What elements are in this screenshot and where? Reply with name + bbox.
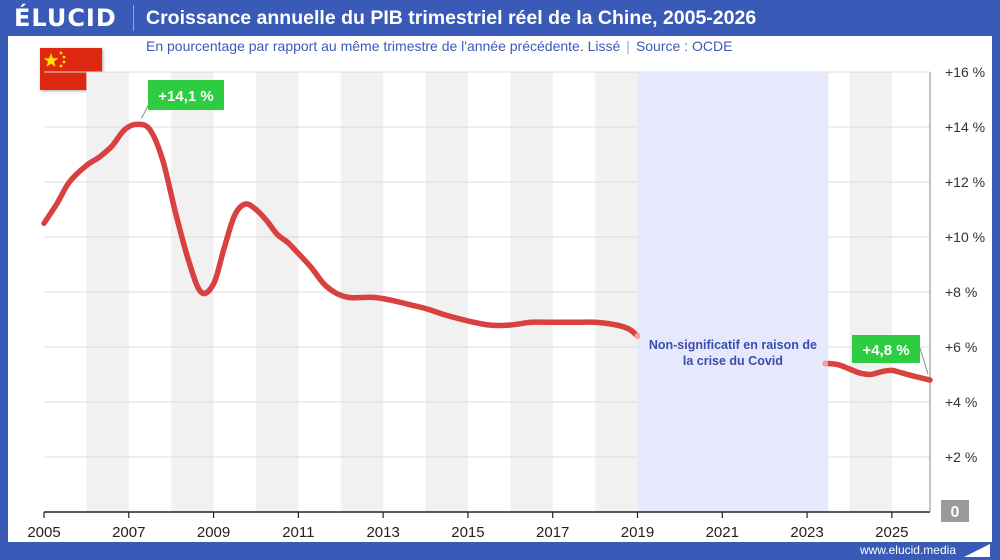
series-lines	[41, 121, 933, 383]
y-tick-label-6: +6 %	[945, 339, 977, 355]
segment-end-dot	[634, 333, 641, 339]
callout-box-peak	[148, 80, 224, 110]
header-bar: ÉLUCID Croissance annuelle du PIB trimes…	[0, 0, 1000, 36]
x-tick-label-2023: 2023	[790, 524, 823, 541]
chart-subtitle: En pourcentage par rapport au même trime…	[146, 38, 732, 54]
header-divider	[133, 5, 134, 31]
y-tick-label-12: +12 %	[945, 174, 985, 190]
callouts: +14,1 % +4,8 %	[141, 80, 929, 375]
x-tick-label-2011: 2011	[282, 524, 314, 541]
flag-small-star-4	[59, 64, 63, 68]
x-tick-label-2019: 2019	[621, 524, 654, 541]
covid-annotation-line-1: Non-significatif en raison de	[649, 338, 817, 352]
zero-badge	[941, 500, 969, 522]
callout-leader-latest	[919, 347, 929, 375]
flag-small-star-2	[62, 55, 66, 59]
x-tick-label-2025: 2025	[875, 524, 908, 541]
y-tick-label-4: +4 %	[945, 394, 977, 410]
x-tick-label-2017: 2017	[536, 524, 569, 541]
chart-title: Croissance annuelle du PIB trimestriel r…	[146, 7, 757, 29]
y-tick-label-14: +14 %	[945, 119, 985, 135]
brand-logo[interactable]: ÉLUCID	[14, 4, 117, 32]
covid-band-rect	[637, 72, 829, 512]
flag-small-star-1	[59, 51, 63, 55]
subtitle-separator: |	[626, 38, 630, 54]
y-tick-label-16: +16 %	[945, 64, 985, 80]
tick-labels: 2005 2007 2009 2011 2013 2015 2017 2019 2021 2023…	[27, 64, 985, 541]
china-flag-graphic	[43, 51, 66, 68]
y-tick-label-10: +10 %	[945, 229, 985, 245]
y-tick-label-8: +8 %	[945, 284, 977, 300]
subtitle-text: En pourcentage par rapport au même trime…	[146, 38, 621, 54]
x-tick-label-2021: 2021	[706, 524, 739, 541]
series-line-segment-2	[825, 360, 933, 383]
source-text: Source : OCDE	[635, 38, 733, 54]
callout-label-peak: +14,1 %	[158, 88, 213, 105]
flag-small-star-3	[62, 60, 66, 64]
segment-start-dot	[822, 360, 829, 367]
flag-big-star	[43, 53, 59, 67]
callout-label-latest: +4,8 %	[862, 342, 909, 359]
x-tick-label-2015: 2015	[451, 524, 484, 541]
x-tick-label-2007: 2007	[112, 524, 145, 541]
axes	[43, 72, 931, 518]
series-line-segment-1	[41, 121, 641, 339]
zero-label: 0	[951, 504, 960, 521]
covid-annotation-line-2: la crise du Covid	[683, 354, 783, 368]
x-tick-label-2013: 2013	[366, 524, 399, 541]
brand-arrow-icon	[964, 544, 990, 557]
x-tick-label-2009: 2009	[197, 524, 230, 541]
y-tick-label-2: +2 %	[945, 449, 977, 465]
footer-url[interactable]: www.elucid.media	[859, 543, 956, 557]
covid-band	[637, 72, 829, 512]
callout-box-latest	[852, 335, 920, 363]
x-tick-label-2005: 2005	[27, 524, 60, 541]
